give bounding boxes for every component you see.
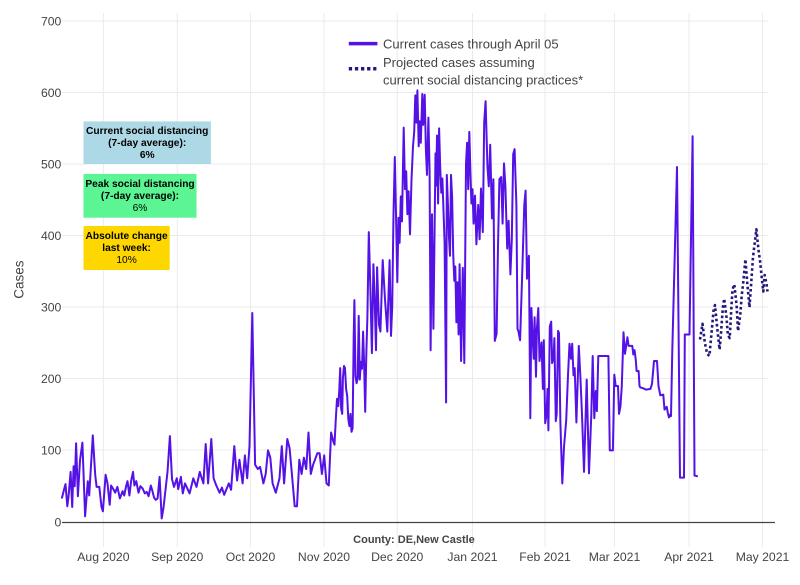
svg-text:(7-day average):: (7-day average): [108,138,186,149]
svg-text:(7-day average):: (7-day average): [101,191,179,202]
svg-text:Projected cases assuming: Projected cases assuming [383,55,535,70]
svg-text:10%: 10% [116,255,136,266]
svg-text:300: 300 [41,300,62,314]
svg-text:400: 400 [41,229,62,243]
svg-text:Jan 2021: Jan 2021 [447,550,497,564]
svg-text:Oct 2020: Oct 2020 [226,550,276,564]
svg-text:May 2021: May 2021 [736,550,790,564]
svg-text:0: 0 [55,515,62,529]
svg-text:Mar 2021: Mar 2021 [589,550,641,564]
svg-text:200: 200 [41,372,62,386]
svg-text:500: 500 [41,157,62,171]
svg-text:Peak social distancing: Peak social distancing [85,179,194,190]
svg-text:Apr 2021: Apr 2021 [664,550,714,564]
svg-text:Current cases through April 05: Current cases through April 05 [383,36,559,51]
svg-text:County: DE,New Castle: County: DE,New Castle [353,534,475,546]
svg-text:last week:: last week: [102,243,151,254]
svg-text:Feb 2021: Feb 2021 [519,550,571,564]
svg-text:600: 600 [41,86,62,100]
svg-text:Aug 2020: Aug 2020 [77,550,129,564]
svg-text:6%: 6% [140,150,155,161]
svg-text:Current social distancing: Current social distancing [86,126,208,137]
svg-text:6%: 6% [133,203,148,214]
svg-text:Absolute change: Absolute change [86,231,168,242]
svg-text:current social distancing prac: current social distancing practices* [383,72,583,87]
svg-text:Sep 2020: Sep 2020 [151,550,203,564]
svg-text:Cases: Cases [12,260,27,299]
svg-text:Dec 2020: Dec 2020 [371,550,423,564]
svg-text:Nov 2020: Nov 2020 [298,550,350,564]
svg-text:700: 700 [41,14,62,28]
svg-text:100: 100 [41,443,62,457]
